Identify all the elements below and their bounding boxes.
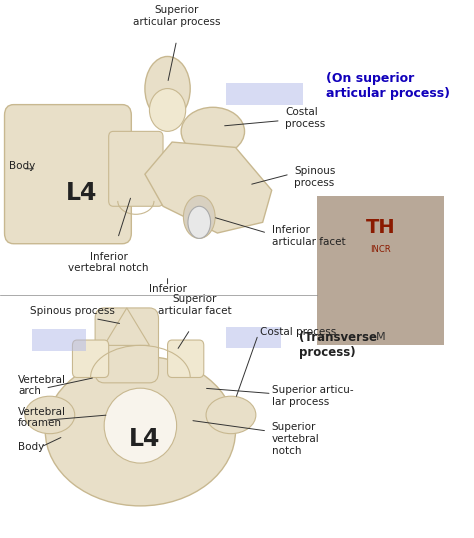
Text: Spinous
process: Spinous process (294, 166, 336, 188)
Text: INCR: INCR (370, 245, 391, 253)
Text: Costal process: Costal process (260, 327, 339, 337)
Ellipse shape (206, 396, 256, 434)
Polygon shape (145, 142, 272, 233)
Text: Superior
articular process: Superior articular process (133, 5, 220, 27)
Ellipse shape (46, 356, 236, 506)
Text: Spinous process: Spinous process (30, 306, 115, 316)
FancyBboxPatch shape (73, 340, 109, 378)
Text: Vertebral
foramen: Vertebral foramen (18, 407, 66, 428)
FancyBboxPatch shape (109, 131, 163, 206)
Ellipse shape (145, 56, 190, 121)
Ellipse shape (183, 196, 215, 238)
Polygon shape (104, 308, 149, 345)
Text: Inferior
vertebral notch: Inferior vertebral notch (68, 252, 149, 273)
FancyBboxPatch shape (167, 340, 204, 378)
Ellipse shape (25, 396, 75, 434)
Text: Inferior
articular facet: Inferior articular facet (272, 225, 346, 246)
Text: L4: L4 (66, 181, 97, 205)
Ellipse shape (188, 206, 210, 238)
Text: M: M (375, 332, 385, 342)
Text: Superior
articular facet: Superior articular facet (158, 294, 231, 316)
Bar (227, 327, 281, 348)
FancyBboxPatch shape (95, 308, 158, 383)
Text: Inferior: Inferior (149, 284, 186, 294)
Bar (227, 83, 303, 104)
Text: L4: L4 (129, 427, 161, 451)
Text: Costal
process: Costal process (285, 107, 326, 129)
Text: (On superior
articular process): (On superior articular process) (326, 72, 450, 100)
Text: Superior articu-
lar process: Superior articu- lar process (272, 385, 353, 407)
Bar (317, 196, 444, 345)
Ellipse shape (104, 388, 177, 463)
Text: TH: TH (365, 218, 395, 237)
Text: Body: Body (18, 442, 45, 452)
FancyBboxPatch shape (5, 104, 131, 244)
Ellipse shape (149, 89, 186, 131)
Bar (32, 329, 86, 351)
Text: Body: Body (9, 161, 35, 171)
Text: Superior
vertebral
notch: Superior vertebral notch (272, 422, 319, 456)
Text: (Transverse
process): (Transverse process) (299, 331, 377, 359)
Text: Vertebral
arch: Vertebral arch (18, 374, 66, 397)
Ellipse shape (181, 107, 245, 155)
